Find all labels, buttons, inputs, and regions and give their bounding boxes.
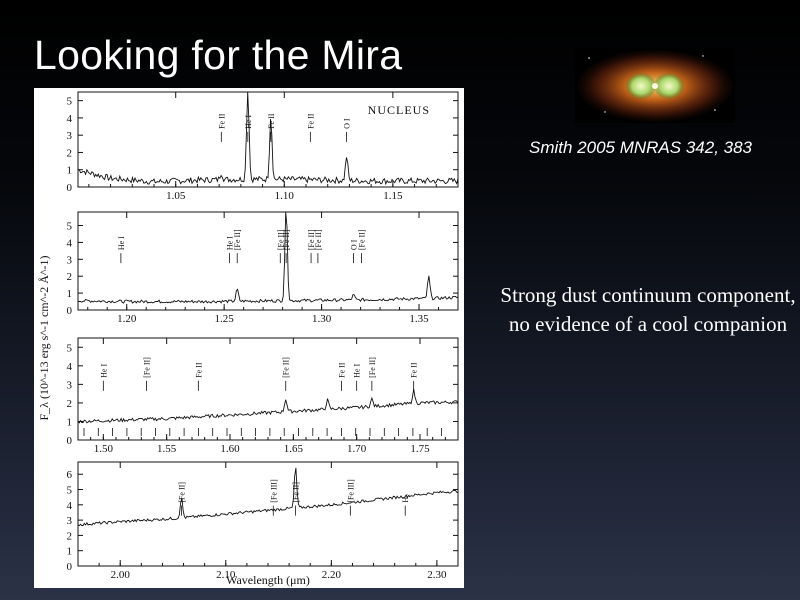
y-tick-label: 0	[67, 305, 73, 317]
y-axis-label: F_λ (10^-13 erg s^-1 cm^-2 Å^-1)	[37, 255, 51, 420]
x-tick-label: 2.30	[427, 569, 447, 581]
y-tick-label: 1	[67, 288, 73, 300]
line-id-label: [Fe II]	[358, 229, 367, 250]
x-tick-label: 2.00	[111, 569, 131, 581]
y-tick-label: 3	[67, 515, 73, 527]
x-tick-label: 1.50	[94, 443, 114, 455]
x-tick-label: 1.65	[284, 443, 304, 455]
x-tick-label: 1.20	[117, 313, 137, 325]
y-tick-label: 5	[67, 342, 73, 354]
panel-frame	[77, 337, 459, 441]
y-tick-label: 6	[67, 469, 73, 481]
y-tick-label: 4	[67, 237, 73, 249]
panel-frame	[77, 461, 459, 567]
x-tick-label: 1.25	[215, 313, 235, 325]
x-tick-label: 1.15	[383, 190, 403, 202]
x-tick-label: 1.10	[275, 190, 295, 202]
y-tick-label: 4	[67, 500, 73, 512]
line-id-label: He I	[99, 364, 108, 378]
y-tick-label: 2	[67, 398, 73, 410]
line-id-label: Fe II	[194, 362, 203, 378]
x-tick-label: 1.30	[312, 313, 332, 325]
line-id-label: [Fe II]	[282, 357, 291, 378]
x-tick-label: 1.70	[347, 443, 367, 455]
x-axis-label: Wavelength (μm)	[226, 573, 310, 587]
y-tick-label: 1	[67, 546, 73, 558]
line-id-label: O I	[343, 118, 352, 129]
line-id-label: [Fe II]	[142, 357, 151, 378]
line-id-label: [Fe III]	[346, 479, 355, 503]
line-id-label: He I	[353, 364, 362, 378]
spectrum-line	[77, 467, 459, 527]
line-id-label: He I	[225, 236, 234, 250]
line-id-label: Fe II	[410, 362, 419, 378]
y-tick-label: 5	[67, 485, 73, 497]
y-tick-label: 3	[67, 254, 73, 266]
nebula-graphic	[577, 50, 733, 122]
x-tick-label: 1.60	[220, 443, 240, 455]
line-id-label: [Fe III]	[269, 479, 278, 503]
x-tick-label: 1.55	[157, 443, 177, 455]
line-id-label: [Fe II]	[314, 229, 323, 250]
line-id-label: He I	[117, 236, 126, 250]
line-id-label: Fe II	[217, 113, 226, 129]
y-tick-label: 5	[67, 221, 73, 233]
x-tick-label: 1.75	[410, 443, 430, 455]
x-tick-label: 1.35	[409, 313, 429, 325]
x-tick-label: 2.10	[216, 569, 236, 581]
line-id-label: [Fe II]	[177, 482, 186, 503]
citation-text: Smith 2005 MNRAS 342, 383	[529, 138, 753, 157]
line-id-label: [Fe II]	[307, 229, 316, 250]
slide-title: Looking for the Mira	[34, 32, 403, 78]
y-tick-label: 2	[67, 147, 73, 159]
line-id-label: Fe II	[306, 113, 315, 129]
line-id-label: He I	[244, 115, 253, 129]
spectrum-chart: 0 1 2 3 4 5 1.05 1.10 1.15 Fe II He I Fe II Fe II O I…	[37, 91, 459, 587]
y-tick-label: 0	[67, 561, 73, 573]
x-tick-label: 2.20	[322, 569, 342, 581]
y-tick-label: 4	[67, 113, 73, 125]
line-id-label: [Fe II]	[233, 229, 242, 250]
y-tick-label: 2	[67, 530, 73, 542]
line-id-label: [Fe II]	[291, 482, 300, 503]
line-id-label: Fe II	[267, 113, 276, 129]
y-tick-label: 0	[67, 182, 73, 194]
line-id-label: [Fe II]	[282, 229, 291, 250]
spectrum-figure: 0 1 2 3 4 5 1.05 1.10 1.15 Fe II He I Fe II Fe II O I…	[34, 88, 464, 588]
y-tick-label: 4	[67, 361, 73, 373]
y-tick-label: 1	[67, 165, 73, 177]
y-tick-label: 3	[67, 130, 73, 142]
spectrum-line	[77, 91, 459, 186]
line-id-label: H₂	[401, 494, 410, 503]
line-id-label: O I	[350, 239, 359, 250]
spectrum-line	[77, 211, 459, 304]
panel-label: NUCLEUS	[368, 103, 430, 117]
y-tick-label: 1	[67, 416, 73, 428]
y-tick-label: 0	[67, 435, 73, 447]
nebula-image	[575, 48, 735, 123]
spectrum-line	[77, 388, 459, 424]
panel-frame	[77, 91, 459, 188]
panel-frame	[77, 211, 459, 311]
y-tick-label: 2	[67, 271, 73, 283]
y-tick-label: 5	[67, 96, 73, 108]
y-tick-label: 3	[67, 379, 73, 391]
summary-note: Strong dust continuum component, no evid…	[500, 283, 796, 336]
line-id-label: Fe II	[337, 362, 346, 378]
x-tick-label: 1.05	[166, 190, 186, 202]
line-id-label: [Fe II]	[276, 229, 285, 250]
line-id-label: [Fe II]	[368, 357, 377, 378]
